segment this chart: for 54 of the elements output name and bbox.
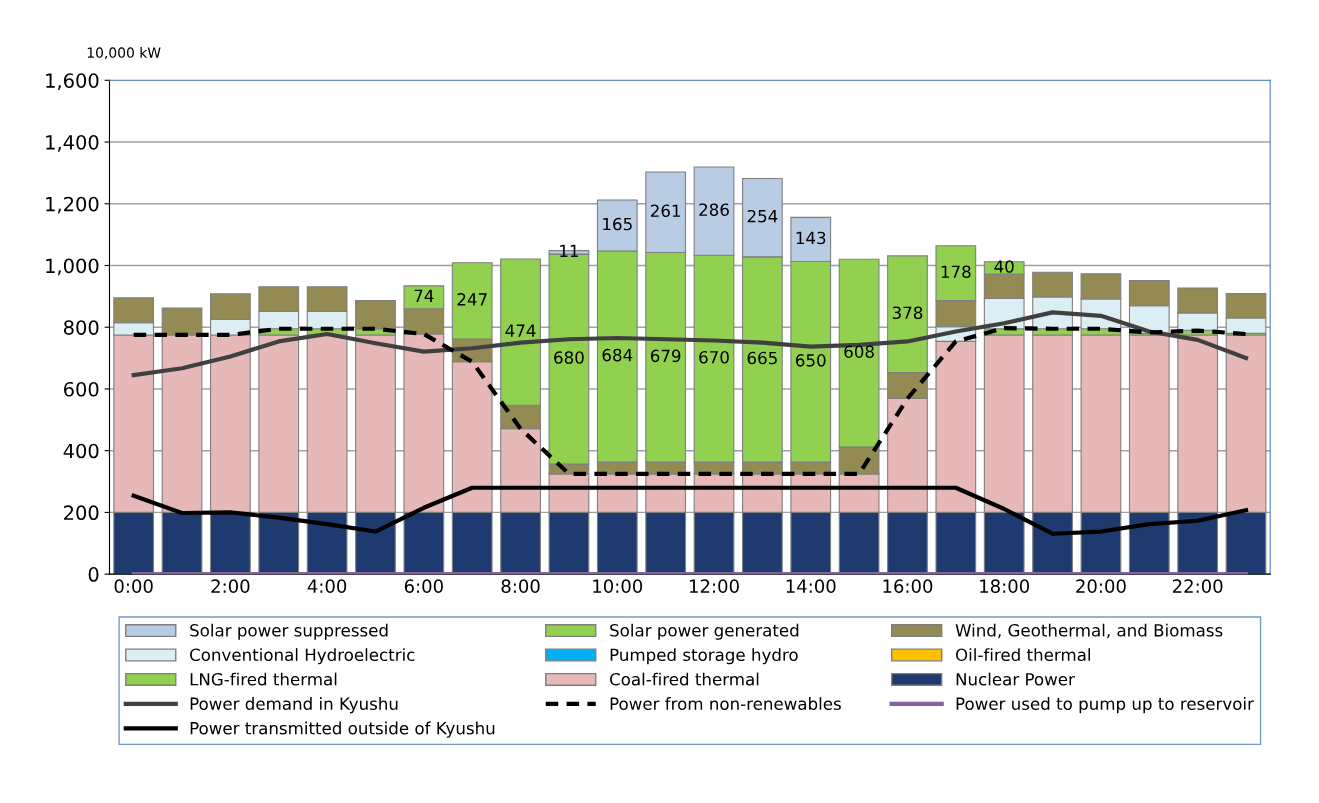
y-tick-label: 1,400: [46, 134, 99, 152]
x-tick-label: 2:00: [211, 579, 250, 593]
x-tick-label: 14:00: [786, 579, 836, 593]
data-label: 286: [699, 203, 729, 216]
legend-label: Power demand in Kyushu: [190, 697, 398, 714]
data-label: 247: [457, 293, 487, 306]
data-label: 254: [747, 209, 778, 223]
data-label: 378: [892, 306, 923, 320]
data-label: 665: [747, 351, 777, 365]
legend-label: Power used to pump up to reservoir: [956, 697, 1254, 714]
data-label: 679: [650, 349, 681, 363]
legend-label: Power from non-renewables: [610, 697, 841, 711]
data-label: 670: [699, 350, 729, 364]
data-label: 650: [796, 354, 826, 367]
data-label: 608: [844, 345, 874, 358]
data-label: 684: [602, 348, 633, 362]
legend-label: Solar power generated: [610, 623, 799, 640]
x-tick-label: 20:00: [1076, 579, 1126, 593]
data-label: 165: [603, 217, 632, 231]
x-tick-label: 8:00: [501, 579, 540, 593]
y-tick-label: 400: [63, 443, 99, 459]
x-tick-label: 4:00: [307, 579, 347, 593]
legend-label: Coal-fired thermal: [610, 672, 759, 686]
y-tick-label: 1,600: [46, 73, 99, 90]
y-tick-label: 600: [64, 381, 99, 397]
data-label: 680: [554, 351, 584, 364]
x-tick-label: 10:00: [593, 579, 643, 593]
x-tick-label: 16:00: [883, 579, 933, 593]
data-label: 11: [560, 244, 578, 257]
y-axis-title: 10,000 kW: [87, 47, 161, 60]
data-label: 74: [414, 289, 434, 302]
data-label: 474: [505, 324, 536, 337]
x-tick-label: 12:00: [689, 579, 739, 593]
legend-label: Conventional Hydroelectric: [190, 648, 415, 665]
x-tick-label: 18:00: [980, 579, 1030, 593]
y-tick-label: 200: [64, 505, 99, 521]
legend-label: Solar power suppressed: [190, 623, 388, 640]
x-tick-label: 0:00: [114, 579, 153, 593]
y-tick-label: 800: [63, 320, 99, 335]
legend-label: LNG-fired thermal: [190, 672, 337, 686]
y-tick-label: 1,200: [46, 196, 99, 214]
data-label: 143: [796, 231, 826, 245]
legend-label: Pumped storage hydro: [610, 648, 798, 665]
x-tick-label: 22:00: [1172, 579, 1223, 593]
data-label: 261: [650, 204, 681, 218]
legend-label: Wind, Geothermal, and Biomass: [955, 623, 1223, 639]
legend-label: Nuclear Power: [956, 672, 1075, 686]
data-label: 40: [994, 260, 1014, 273]
y-tick-label: 0: [88, 567, 99, 582]
legend-label: Oil-fired thermal: [955, 648, 1090, 662]
y-tick-label: 1,000: [46, 258, 99, 276]
legend-label: Power transmitted outside of Kyushu: [190, 721, 495, 738]
x-tick-label: 6:00: [404, 579, 443, 593]
data-label: 178: [941, 265, 971, 279]
